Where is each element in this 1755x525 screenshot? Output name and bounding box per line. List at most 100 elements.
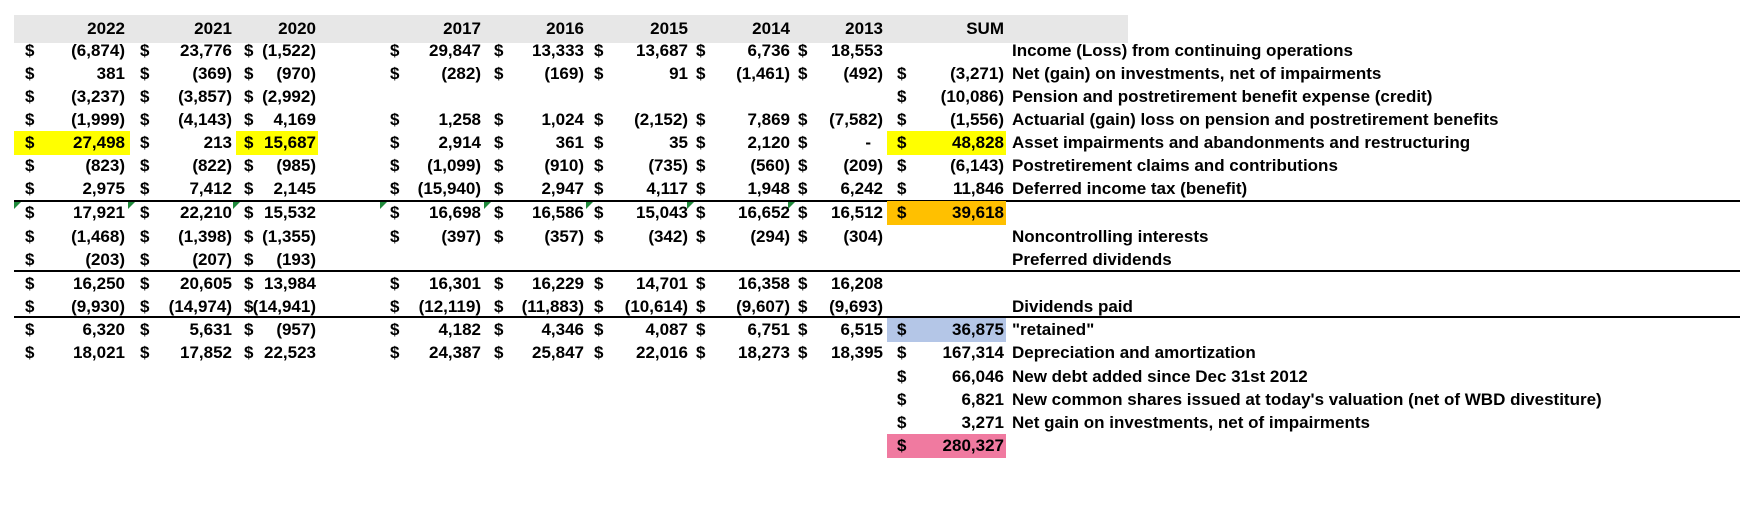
dollar-sign: $ <box>594 156 604 175</box>
dollar-sign: $ <box>390 110 400 129</box>
dollar-sign: $ <box>494 274 504 293</box>
dollar-sign: $ <box>244 41 254 60</box>
dollar-sign: $ <box>25 64 35 83</box>
dollar-sign: $ <box>390 64 400 83</box>
cell-value: (357) <box>544 227 584 246</box>
dollar-sign: $ <box>696 227 706 246</box>
cell-value: (3,271) <box>950 64 1004 83</box>
dollar-sign: $ <box>25 227 35 246</box>
row-label: Net gain on investments, net of impairme… <box>1012 413 1371 432</box>
cell-value: 23,776 <box>180 41 232 60</box>
cell-value: 13,333 <box>532 41 584 60</box>
cell-value: (492) <box>843 64 883 83</box>
row-label: Dividends paid <box>1012 297 1133 316</box>
cell-value: 2,145 <box>273 179 316 198</box>
dollar-sign: $ <box>244 156 254 175</box>
cell-value: 4,087 <box>645 320 688 339</box>
dollar-sign: $ <box>25 320 35 339</box>
dollar-sign: $ <box>897 179 907 198</box>
dollar-sign: $ <box>390 156 400 175</box>
cell-value: 15,687 <box>264 133 316 152</box>
dollar-sign: $ <box>244 179 254 198</box>
cell-value: (957) <box>276 320 316 339</box>
dollar-sign: $ <box>594 274 604 293</box>
dollar-sign: $ <box>390 179 400 198</box>
dollar-sign: $ <box>494 297 504 316</box>
cell-value: - <box>865 133 871 152</box>
cell-value: (6,874) <box>71 41 125 60</box>
cell-value: (10,086) <box>940 87 1004 106</box>
cell-value: 91 <box>669 64 688 83</box>
cell-value: 13,984 <box>264 274 316 293</box>
cell-value: (9,930) <box>71 297 125 316</box>
dollar-sign: $ <box>696 156 706 175</box>
dollar-sign: $ <box>244 250 254 269</box>
dollar-sign: $ <box>25 110 35 129</box>
cell-value: (193) <box>276 250 316 269</box>
cell-indicator <box>484 202 491 209</box>
dollar-sign: $ <box>494 203 504 222</box>
cell-value: 2,914 <box>438 133 481 152</box>
highlight-orange <box>887 201 1006 225</box>
dollar-sign: $ <box>798 156 808 175</box>
cell-value: (560) <box>750 156 790 175</box>
cell-value: (397) <box>441 227 481 246</box>
row-label: Asset impairments and abandonments and r… <box>1012 133 1471 152</box>
dollar-sign: $ <box>696 203 706 222</box>
cell-value: 22,016 <box>636 343 688 362</box>
cell-value: (1,355) <box>262 227 316 246</box>
cell-value: (3,857) <box>178 87 232 106</box>
cell-value: (1,556) <box>950 110 1004 129</box>
cell-value: (823) <box>85 156 125 175</box>
cell-value: (11,883) <box>521 297 584 316</box>
cell-indicator <box>128 202 135 209</box>
cell-value: 1,024 <box>541 110 584 129</box>
dollar-sign: $ <box>897 133 907 152</box>
dollar-sign: $ <box>798 179 808 198</box>
cell-value: 4,346 <box>541 320 584 339</box>
cell-value: 20,605 <box>180 274 232 293</box>
dollar-sign: $ <box>25 203 35 222</box>
dollar-sign: $ <box>897 110 907 129</box>
row-divider <box>14 316 1740 318</box>
dollar-sign: $ <box>494 179 504 198</box>
cell-value: (910) <box>544 156 584 175</box>
dollar-sign: $ <box>594 64 604 83</box>
dollar-sign: $ <box>897 413 907 432</box>
dollar-sign: $ <box>897 320 907 339</box>
cell-value: (970) <box>276 64 316 83</box>
dollar-sign: $ <box>390 274 400 293</box>
cell-indicator <box>14 202 21 209</box>
dollar-sign: $ <box>494 320 504 339</box>
dollar-sign: $ <box>140 41 150 60</box>
cell-value: (12,119) <box>418 297 481 316</box>
cell-value: 39,618 <box>952 203 1004 222</box>
cell-value: 16,586 <box>532 203 584 222</box>
dollar-sign: $ <box>798 64 808 83</box>
dollar-sign: $ <box>897 203 907 222</box>
cell-value: (9,693) <box>829 297 883 316</box>
cell-value: (1,398) <box>178 227 232 246</box>
dollar-sign: $ <box>494 41 504 60</box>
dollar-sign: $ <box>390 320 400 339</box>
cell-value: 1,948 <box>747 179 790 198</box>
dollar-sign: $ <box>798 320 808 339</box>
cell-value: 13,687 <box>636 41 688 60</box>
cell-value: (822) <box>192 156 232 175</box>
dollar-sign: $ <box>25 133 35 152</box>
dollar-sign: $ <box>594 41 604 60</box>
cell-value: (294) <box>750 227 790 246</box>
dollar-sign: $ <box>25 297 35 316</box>
dollar-sign: $ <box>696 110 706 129</box>
dollar-sign: $ <box>25 343 35 362</box>
dollar-sign: $ <box>140 133 150 152</box>
cell-value: 16,512 <box>831 203 883 222</box>
dollar-sign: $ <box>244 320 254 339</box>
dollar-sign: $ <box>244 64 254 83</box>
cell-indicator <box>233 202 240 209</box>
dollar-sign: $ <box>594 179 604 198</box>
cell-value: 6,242 <box>840 179 883 198</box>
cell-value: 35 <box>669 133 688 152</box>
dollar-sign: $ <box>696 343 706 362</box>
cell-value: 4,117 <box>646 179 688 198</box>
